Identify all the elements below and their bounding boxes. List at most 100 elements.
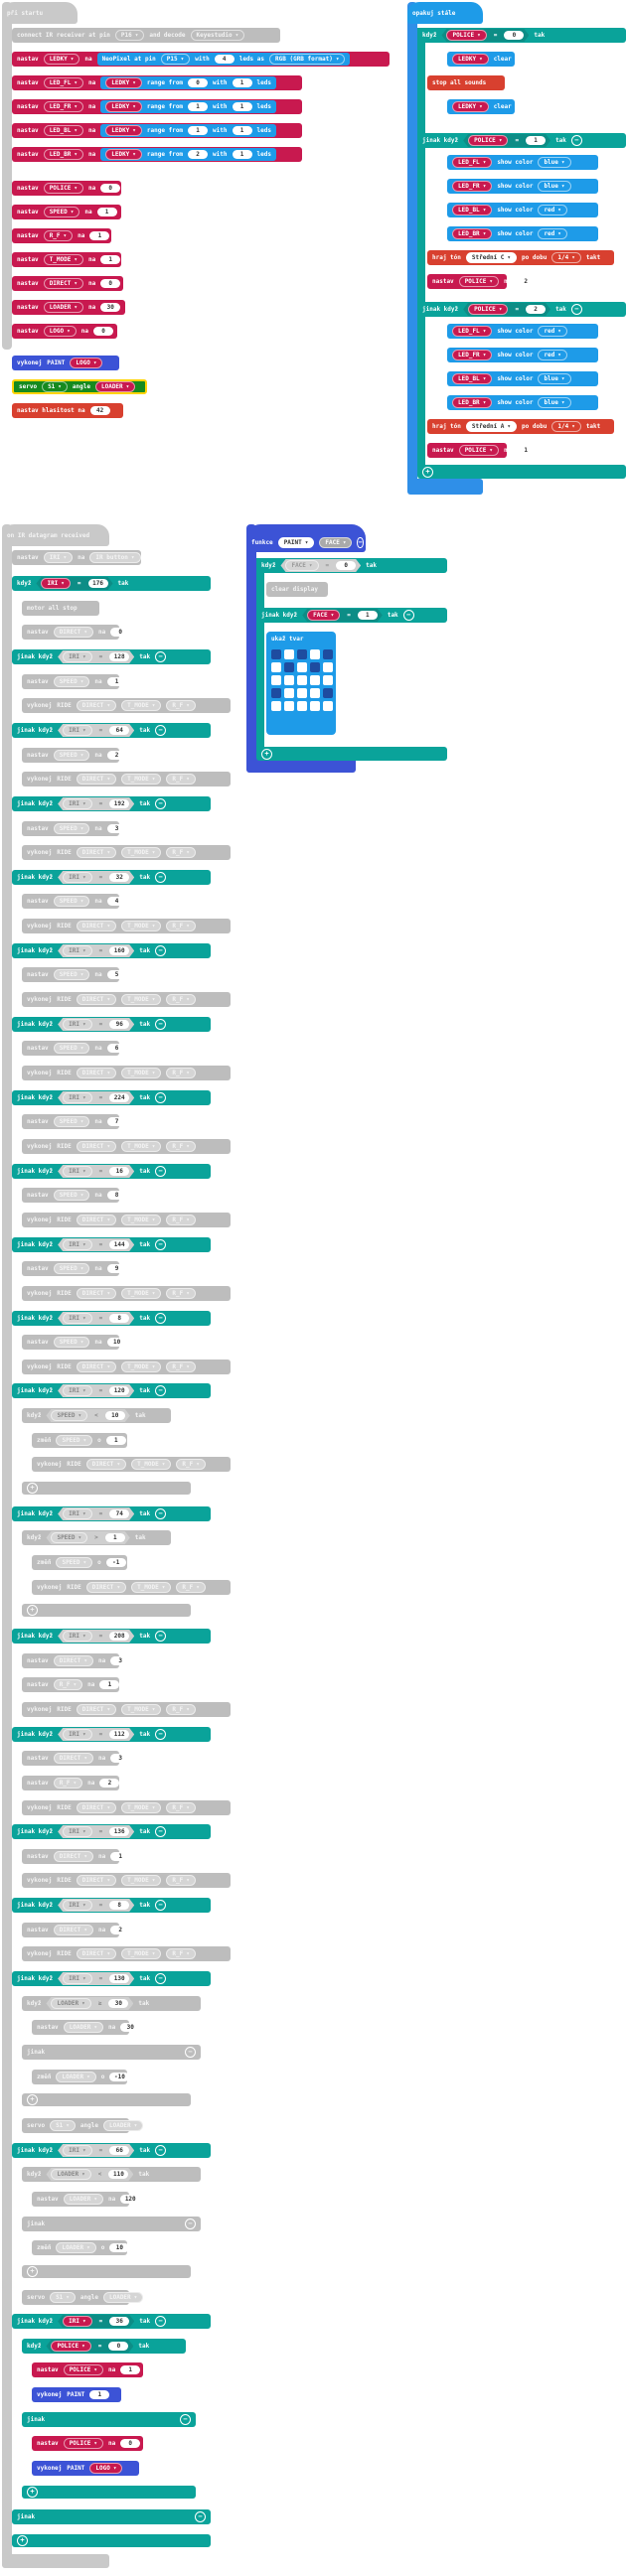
add-branch-icon[interactable]: +: [27, 1605, 38, 1616]
led-cell[interactable]: [284, 688, 294, 698]
call-ride-block[interactable]: vykonej RIDE DIRECT T_MODE R_F: [22, 992, 231, 1007]
value-input[interactable]: 10: [109, 2243, 130, 2252]
show-color-block[interactable]: LED_FL show color blue: [447, 155, 598, 170]
compare-block[interactable]: IRI = 136: [58, 1825, 134, 1838]
call-ride-block[interactable]: vykonej RIDE DIRECT T_MODE R_F: [32, 1457, 231, 1472]
color-dropdown[interactable]: blue: [538, 181, 571, 192]
value-input[interactable]: 120: [109, 1386, 129, 1395]
led-cell[interactable]: [323, 662, 333, 672]
arg-dropdown[interactable]: DIRECT: [85, 1459, 127, 1470]
compare-block[interactable]: IRI = 8: [58, 1312, 134, 1325]
set-variable-block[interactable]: nastav DIRECT na 0: [12, 276, 123, 291]
value-input[interactable]: 32: [109, 873, 129, 882]
add-branch-icon[interactable]: +: [422, 466, 433, 478]
remove-branch-icon[interactable]: −: [155, 651, 167, 662]
else-block[interactable]: jinak −: [22, 2412, 196, 2427]
servo-block[interactable]: servo S1angle LOADER: [22, 2118, 144, 2133]
show-color-block[interactable]: LED_BR show color red: [447, 226, 598, 241]
change-variable-block[interactable]: změň SPEED o -1: [32, 1555, 127, 1570]
value-input[interactable]: -1: [105, 1558, 126, 1567]
value-input[interactable]: 2: [516, 277, 537, 286]
value-input[interactable]: 1: [96, 208, 117, 216]
set-variable-block[interactable]: nastav SPEED na 1: [22, 674, 127, 689]
var-dropdown[interactable]: SPEED: [53, 1263, 90, 1274]
led-cell[interactable]: [310, 701, 320, 711]
value-input[interactable]: 10: [106, 1338, 127, 1347]
ir-hat[interactable]: on IR datagram received: [2, 524, 109, 546]
remove-branch-icon[interactable]: −: [155, 1900, 167, 1911]
ir-event-block[interactable]: on IR datagram received nastav IRI na IR…: [2, 524, 240, 2576]
led-cell[interactable]: [271, 675, 281, 685]
led-dropdown[interactable]: LED_FL: [452, 157, 493, 168]
call-ride-block[interactable]: vykonej RIDE DIRECT T_MODE R_F: [22, 1139, 231, 1154]
call-ride-block[interactable]: vykonej RIDE DIRECT T_MODE R_F: [22, 1360, 231, 1374]
compare-block[interactable]: SPEED >1: [46, 1531, 129, 1544]
count-input[interactable]: 1: [232, 126, 252, 135]
show-color-block[interactable]: LED_FL show color red: [447, 324, 598, 339]
var-dropdown[interactable]: IRI: [63, 798, 91, 809]
var-dropdown[interactable]: IRI: [63, 1385, 91, 1396]
ir-connect-block[interactable]: connect IR receiver at pin P16 and decod…: [12, 28, 280, 43]
value-input[interactable]: 96: [109, 1020, 129, 1029]
var-dropdown[interactable]: LOADER: [63, 2194, 103, 2205]
led-cell[interactable]: [271, 701, 281, 711]
compare-block[interactable]: IRI = 32: [58, 871, 134, 884]
call-ride-block[interactable]: vykonej RIDE DIRECT T_MODE R_F: [22, 1286, 231, 1301]
var-dropdown[interactable]: LED_FL: [43, 77, 83, 88]
led-cell[interactable]: [310, 675, 320, 685]
compare-block[interactable]: IRI = 160: [58, 944, 134, 957]
motor-stop-block[interactable]: motor all stop: [22, 601, 99, 616]
set-variable-block[interactable]: nastav SPEED na 1: [12, 205, 121, 219]
arg-dropdown[interactable]: T_MODE: [121, 1215, 162, 1225]
else-block[interactable]: jinak −: [22, 2045, 201, 2060]
strip-dropdown[interactable]: LEDKY: [105, 125, 142, 136]
var-dropdown[interactable]: IRI: [63, 1166, 91, 1177]
call-ride-block[interactable]: vykonej RIDE DIRECT T_MODE R_F: [22, 1946, 231, 1961]
elseif-block[interactable]: jinak když IRI = 32 tak−: [12, 870, 211, 885]
from-input[interactable]: 2: [188, 150, 209, 159]
remove-branch-icon[interactable]: −: [185, 2218, 196, 2229]
arg-dropdown[interactable]: T_MODE: [121, 921, 162, 931]
compare-block[interactable]: IRI = 192: [58, 797, 134, 810]
set-variable-block[interactable]: nastav LOGOna 0: [12, 324, 117, 339]
tone-block-2[interactable]: hraj tón Střední A po dobu 1/4 takt: [427, 419, 614, 434]
set-variable-block[interactable]: nastav SPEED na 4: [22, 894, 127, 909]
remove-branch-icon[interactable]: −: [155, 1385, 167, 1396]
compare-block[interactable]: LOADER ≥30: [46, 1997, 133, 2010]
elseif-block[interactable]: jinak když IRI = 16 tak−: [12, 1164, 211, 1179]
set-variable-block[interactable]: nastav R_F na 1: [12, 228, 111, 243]
show-color-block[interactable]: LED_BL show color blue: [447, 371, 598, 386]
value-input[interactable]: 1: [120, 2365, 141, 2374]
var-dropdown[interactable]: IRI: [63, 2316, 91, 2327]
led-cell[interactable]: [323, 701, 333, 711]
remove-branch-icon[interactable]: −: [155, 1313, 167, 1324]
value-input[interactable]: 1: [105, 1533, 125, 1542]
led-dropdown[interactable]: LED_BR: [452, 397, 493, 408]
compare-block[interactable]: POLICE = 2: [463, 303, 550, 316]
set-variable-block[interactable]: nastav T_MODE na 1: [12, 252, 121, 267]
arg-dropdown[interactable]: DIRECT: [76, 1948, 117, 1959]
servo-pin-dropdown[interactable]: S1: [42, 381, 68, 392]
arg-dropdown[interactable]: T_MODE: [121, 1361, 162, 1372]
count-input[interactable]: 1: [232, 78, 252, 87]
set-variable-block[interactable]: nastav SPEED na 9: [22, 1261, 127, 1276]
value-input[interactable]: 1: [358, 611, 378, 620]
ir-button-reporter[interactable]: IR button: [89, 552, 141, 563]
elseif-block[interactable]: jinak když IRI = 36 tak−: [12, 2314, 211, 2329]
ledky-dropdown[interactable]: LEDKY: [452, 101, 489, 112]
elseif-block[interactable]: jinak když IRI = 8 tak−: [12, 1898, 211, 1913]
value-input[interactable]: 3: [106, 824, 127, 833]
compare-block[interactable]: IRI = 64: [58, 724, 134, 737]
value-input[interactable]: 2: [99, 1779, 120, 1788]
set-variable-block[interactable]: nastav POLICE na 0: [12, 181, 121, 196]
var-dropdown[interactable]: IRI: [63, 1019, 91, 1030]
nested-if-block[interactable]: když LOADER <110 tak: [22, 2167, 201, 2182]
value-input[interactable]: -10: [109, 2073, 130, 2081]
servo-pin-dropdown[interactable]: S1: [50, 2292, 76, 2303]
led-cell[interactable]: [310, 649, 320, 659]
var-dropdown[interactable]: SPEED: [53, 823, 90, 834]
strip-dropdown[interactable]: LEDKY: [105, 77, 142, 88]
value-input[interactable]: 10: [105, 1411, 125, 1420]
call-ride-block[interactable]: vykonej RIDE DIRECT T_MODE R_F: [22, 1800, 231, 1815]
arg-dropdown[interactable]: DIRECT: [76, 1288, 117, 1299]
